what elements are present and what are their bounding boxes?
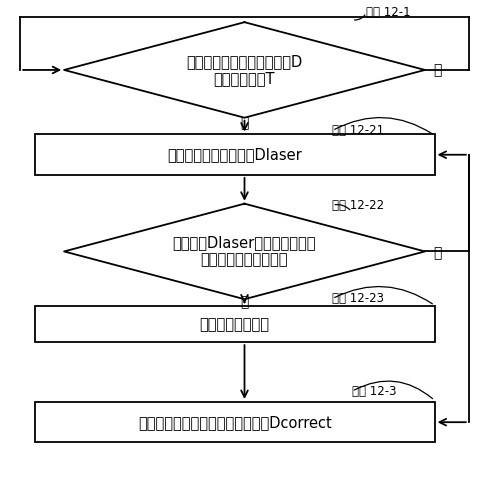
Polygon shape <box>64 22 424 118</box>
Text: 步骤 12-22: 步骤 12-22 <box>331 199 384 212</box>
Polygon shape <box>64 204 424 299</box>
Text: 否: 否 <box>432 63 440 77</box>
Text: 步骤 12-21: 步骤 12-21 <box>331 124 384 137</box>
Text: 步骤 12-3: 步骤 12-3 <box>351 385 395 398</box>
Bar <box>35 402 434 443</box>
Text: 激光测距仪启动，发送Dlaser: 激光测距仪启动，发送Dlaser <box>167 147 302 162</box>
Text: 实时监控Dlaser强度，判断是否
降低到强度均值的一半: 实时监控Dlaser强度，判断是否 降低到强度均值的一半 <box>172 235 316 268</box>
Text: 步骤 12-1: 步骤 12-1 <box>366 6 410 19</box>
Text: 是: 是 <box>240 296 248 309</box>
Text: 否: 否 <box>432 246 440 260</box>
Text: 启动通信中转模块: 启动通信中转模块 <box>199 317 269 332</box>
Text: 计算车尾和停留车之间的校正距离Dcorrect: 计算车尾和停留车之间的校正距离Dcorrect <box>138 415 331 430</box>
Bar <box>35 307 434 342</box>
Bar <box>35 135 434 175</box>
Text: 是: 是 <box>240 116 248 130</box>
Text: 判断车尾和停留车之间距离D
是否小于阈值T: 判断车尾和停留车之间距离D 是否小于阈值T <box>186 54 302 86</box>
Text: 步骤 12-23: 步骤 12-23 <box>331 292 384 305</box>
